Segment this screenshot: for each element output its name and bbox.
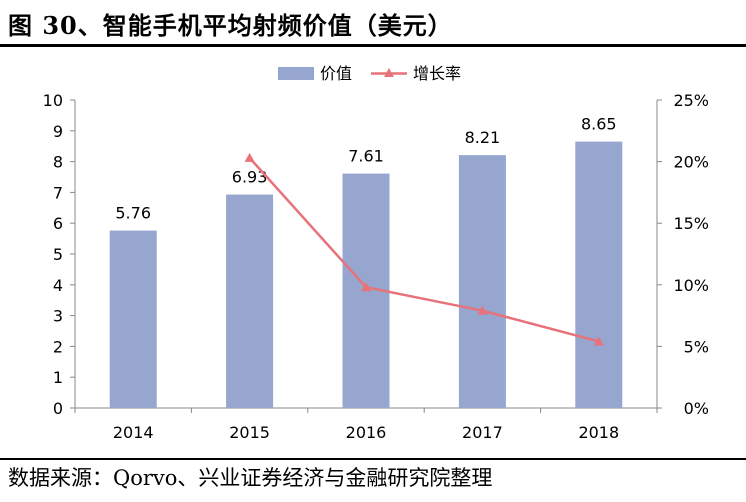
bar bbox=[109, 230, 157, 408]
bar bbox=[458, 155, 506, 408]
x-tick-label: 2014 bbox=[113, 423, 154, 442]
legend-label-line: 增长率 bbox=[413, 64, 461, 83]
y-tick-label-left: 1 bbox=[53, 368, 63, 387]
legend-swatch-marker bbox=[384, 68, 394, 77]
growth-point-marker bbox=[593, 336, 604, 346]
bar bbox=[226, 194, 274, 408]
axes: 0 1 2 3 4 5 6 7 8 9 10 0% 5% 10% 15% 20% 25% 2014 2015 2016… bbox=[43, 91, 709, 442]
title-rule bbox=[0, 44, 746, 47]
legend: 价值 增长率 bbox=[278, 64, 461, 83]
bar bbox=[575, 141, 623, 408]
legend-swatch-bar bbox=[278, 67, 314, 80]
source-rule bbox=[0, 458, 746, 460]
y-tick-label-left: 8 bbox=[53, 153, 63, 172]
bar-data-label: 7.61 bbox=[348, 147, 384, 166]
bar-data-label: 5.76 bbox=[115, 204, 151, 223]
x-tick-label: 2017 bbox=[462, 423, 503, 442]
x-tick-label: 2016 bbox=[346, 423, 387, 442]
y-tick-label-left: 10 bbox=[43, 91, 63, 110]
bar-data-label: 8.65 bbox=[581, 115, 617, 134]
y-tick-label-left: 3 bbox=[53, 307, 63, 326]
y-tick-label-left: 4 bbox=[53, 276, 63, 295]
y-tick-label-right: 15% bbox=[673, 214, 709, 233]
bars: 5.76 6.93 7.61 8.21 8.65 bbox=[109, 115, 623, 408]
y-tick-label-right: 5% bbox=[684, 337, 709, 356]
y-tick-label-right: 20% bbox=[673, 153, 709, 172]
x-tick-label: 2018 bbox=[578, 423, 619, 442]
y-tick-label-left: 2 bbox=[53, 337, 63, 356]
x-tick-label: 2015 bbox=[229, 423, 270, 442]
source-note: 数据来源：Qorvo、兴业证券经济与金融研究院整理 bbox=[8, 466, 493, 490]
bar-data-label: 8.21 bbox=[465, 128, 501, 147]
y-tick-label-left: 7 bbox=[53, 183, 63, 202]
growth-line bbox=[244, 152, 604, 346]
figure-title: 图 30、智能手机平均射频价值（美元） bbox=[8, 11, 453, 40]
y-tick-label-left: 9 bbox=[53, 122, 63, 141]
growth-line-path bbox=[248, 157, 600, 343]
growth-point-marker bbox=[361, 282, 371, 292]
growth-point-marker bbox=[477, 305, 488, 315]
y-tick-label-right: 10% bbox=[673, 276, 709, 295]
y-tick-label-left: 0 bbox=[53, 399, 63, 418]
y-tick-label-left: 5 bbox=[53, 245, 63, 264]
growth-point-marker bbox=[244, 152, 255, 162]
y-tick-label-right: 0% bbox=[684, 399, 709, 418]
y-tick-label-right: 25% bbox=[673, 91, 709, 110]
y-tick-label-left: 6 bbox=[53, 214, 63, 233]
legend-label-bar: 价值 bbox=[320, 64, 352, 83]
bar-data-label: 6.93 bbox=[232, 168, 268, 187]
